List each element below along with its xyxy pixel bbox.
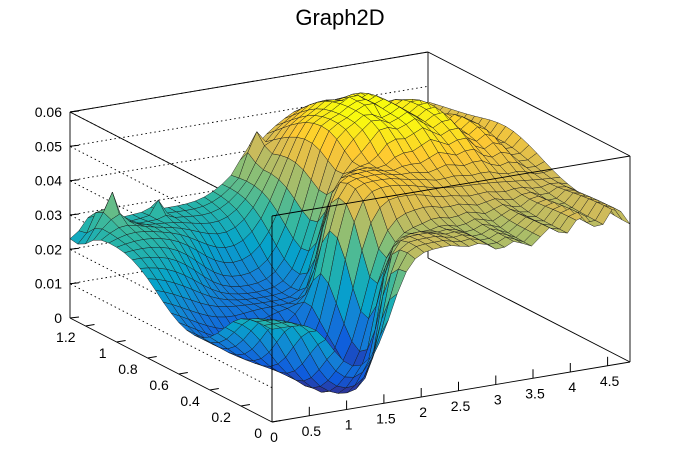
y-tick-label: 0.4 [180,393,200,409]
y-tick-label: 0.8 [118,361,138,377]
z-tick-label: 0.06 [35,104,62,120]
x-tick-label: 4.5 [600,373,620,389]
surface-cell [613,207,631,225]
z-tick [69,144,80,147]
y-tick-label: 0.6 [149,377,169,393]
z-tick [69,179,80,182]
z-tick-label: 0.04 [35,173,62,189]
right-top-edge [427,51,631,157]
y-tick [178,372,188,375]
z-tick-label: 0 [54,310,62,326]
y-tick [147,356,157,359]
y-tick-label: 0.2 [211,409,231,425]
y-tick-label: 1 [99,345,107,361]
y-tick-label: 1.2 [56,329,76,345]
surface-plot [69,92,631,394]
z-tick [69,110,80,113]
z-tick-label: 0.03 [35,207,62,223]
y-tick [116,340,126,343]
y-tick [240,404,250,407]
z-tick [69,316,80,319]
back-wall-grid-line [69,51,429,113]
y-tick [85,324,95,327]
y-axis: 0 0.2 0.4 0.6 0.8 1 1.2 [56,324,282,441]
z-tick [69,282,80,285]
left-wall-grid-line [69,283,273,389]
front-top-edge [271,155,631,217]
z-tick [69,213,80,216]
x-axis: 0 0.5 1 1.5 2 2.5 3 3.5 4 4.5 [270,356,620,445]
z-tick [69,247,80,250]
y-tick [209,388,219,391]
left-wall-grid-line [69,111,273,217]
floor-right-edge [427,257,631,363]
x-tick-label: 1 [345,417,353,433]
x-tick-label: 0 [270,429,278,445]
front-frame [271,51,631,422]
z-tick-label: 0.01 [35,276,62,292]
z-tick-label: 0.05 [35,138,62,154]
x-tick-label: 1.5 [376,410,396,426]
x-tick-label: 2 [419,404,427,420]
y-tick-label: 0 [254,425,262,441]
z-tick-label: 0.02 [35,241,62,257]
chart-title: Graph2D [295,5,384,30]
left-wall-grid-line [69,145,273,251]
x-tick-label: 3 [494,392,502,408]
x-tick-label: 4 [568,379,576,395]
x-tick-label: 2.5 [451,398,471,414]
x-tick-label: 3.5 [525,385,545,401]
y-tick [271,420,282,423]
floor-left-edge [69,317,273,423]
z-axis: 0 0.01 0.02 0.03 0.04 0.05 0.06 [35,104,80,326]
x-tick-label: 0.5 [302,423,322,439]
